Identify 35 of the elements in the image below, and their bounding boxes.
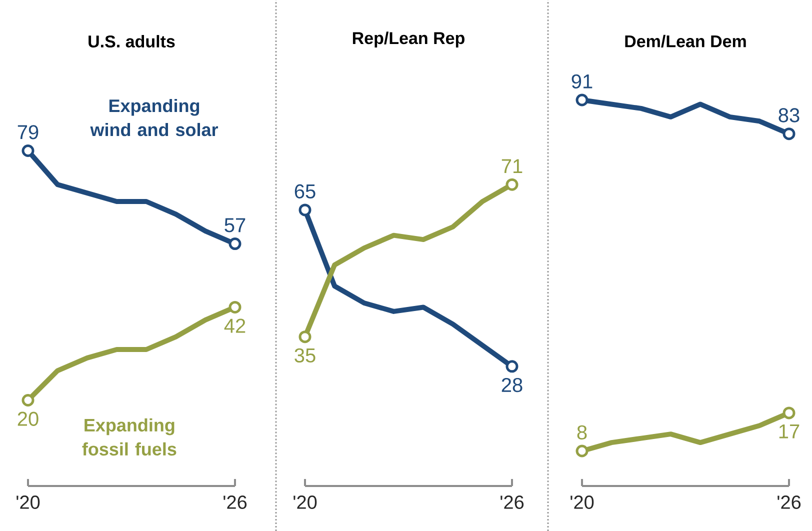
data-label: 91: [572, 74, 592, 88]
point: [228, 300, 242, 314]
data-label: 83: [778, 108, 800, 122]
data-label: 57: [224, 218, 246, 232]
point: [298, 204, 312, 216]
x-tick-label: '20: [16, 496, 40, 509]
point: [782, 406, 796, 420]
data-label: 71: [502, 159, 522, 174]
chart-title: Rep/Lean Rep: [352, 32, 464, 48]
x-tick-label: '20: [570, 496, 594, 509]
text: Expanding wind and solar: [90, 98, 218, 136]
data-label: 20: [18, 412, 38, 426]
chart-title: Dem/Lean Dem: [625, 34, 746, 48]
point: [506, 360, 518, 373]
data-label: 35: [294, 348, 316, 363]
data-label: 8: [577, 425, 587, 440]
x-tick-label: '20: [294, 496, 317, 509]
x-tick-label: '26: [500, 496, 524, 509]
data-label: 65: [294, 184, 316, 198]
data-label: 17: [779, 424, 800, 438]
point: [576, 444, 588, 458]
point: [22, 394, 34, 407]
x-tick-label: '26: [778, 496, 801, 509]
data-label: 79: [18, 125, 38, 140]
data-label: 42: [224, 318, 246, 333]
text: Expanding fossil fuels: [82, 418, 176, 456]
data-label: 28: [502, 378, 522, 392]
point: [298, 330, 312, 344]
point: [782, 128, 796, 140]
x-tick-label: '26: [224, 496, 247, 509]
point: [22, 144, 34, 157]
point: [228, 238, 242, 250]
chart-title: U.S. adults: [88, 35, 175, 48]
point: [576, 94, 588, 106]
point: [506, 178, 518, 191]
